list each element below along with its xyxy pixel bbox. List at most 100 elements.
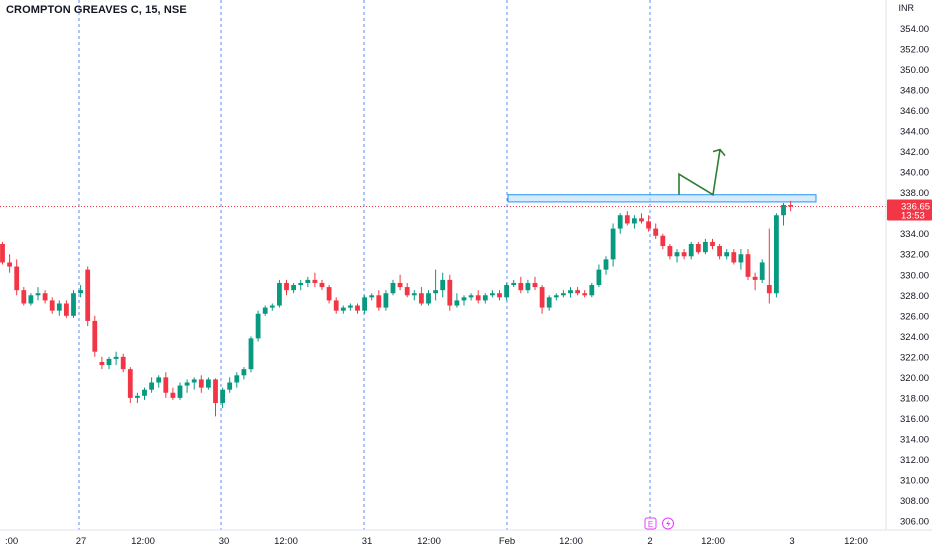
- price-tick-label: 332.00: [900, 250, 929, 261]
- candle-body: [660, 235, 666, 247]
- time-tick-label: :00: [5, 536, 18, 547]
- event-markers[interactable]: E: [644, 517, 674, 530]
- candle-body: [624, 215, 630, 224]
- candle-body: [518, 282, 524, 291]
- candle-body: [468, 295, 474, 298]
- candle-body: [454, 300, 460, 306]
- candle-body: [99, 361, 105, 366]
- candle-body: [376, 295, 382, 308]
- candle-body: [738, 254, 744, 263]
- lightning-icon-glyph: [666, 520, 671, 528]
- candle-body: [582, 293, 588, 296]
- price-tick-label: 324.00: [900, 332, 929, 343]
- chart-title: CROMPTON GREAVES C, 15, NSE: [6, 4, 187, 16]
- candle-body: [142, 389, 147, 396]
- candle-body: [35, 293, 41, 296]
- candle-body: [64, 303, 69, 316]
- time-tick-label: 31: [362, 536, 373, 547]
- price-tick-label: 338.00: [900, 188, 929, 199]
- candle-body: [92, 320, 98, 352]
- support-zone-rect: [507, 194, 817, 203]
- candle-body: [461, 297, 467, 301]
- candle-body: [497, 293, 502, 298]
- price-tick-label: 310.00: [900, 475, 929, 486]
- support-zone[interactable]: [507, 194, 817, 203]
- candle-body: [291, 285, 296, 291]
- projection-arrow-path: [678, 149, 721, 197]
- price-tag-box: [887, 199, 932, 221]
- candle-body: [703, 241, 708, 253]
- candle-body: [383, 293, 389, 308]
- candle-body: [411, 293, 417, 296]
- candle-body: [28, 295, 34, 304]
- candle-body: [511, 282, 517, 286]
- candle-body: [681, 252, 687, 257]
- title-separator: ,: [138, 4, 146, 16]
- candle-body: [482, 295, 488, 301]
- candles[interactable]: [0, 200, 793, 417]
- candle-body: [277, 282, 282, 306]
- time-tick-label: 27: [76, 536, 87, 547]
- candle-body: [14, 266, 20, 291]
- price-tick-label: 320.00: [900, 373, 929, 384]
- candle-body: [390, 282, 396, 294]
- candle-body: [298, 282, 304, 286]
- candle-body: [326, 287, 332, 301]
- candle-body: [135, 395, 140, 398]
- candle-body: [269, 305, 275, 308]
- time-tick-label: 12:00: [131, 536, 155, 547]
- candle-body: [440, 279, 446, 291]
- earnings-marker: [644, 517, 657, 530]
- candle-body: [774, 215, 779, 294]
- time-tick-label: 12:00: [701, 536, 725, 547]
- price-tick-label: 344.00: [900, 127, 929, 138]
- candle-body: [674, 252, 680, 257]
- interval-label[interactable]: 15: [145, 4, 158, 16]
- candle-body: [213, 379, 218, 404]
- candle-body: [575, 290, 580, 294]
- price-tick-label: 348.00: [900, 86, 929, 97]
- candle-body: [419, 293, 424, 304]
- candle-body: [262, 307, 268, 314]
- projection-arrow[interactable]: [678, 148, 726, 197]
- price-tick-label: 350.00: [900, 65, 929, 76]
- candle-body: [603, 259, 609, 270]
- candle-body: [426, 293, 431, 304]
- time-axis[interactable]: :00 27 12:00 30 12:00 31 12:00 Feb 12:00 2 12:00 3 1…: [0, 529, 932, 547]
- candle-body: [596, 269, 602, 286]
- candle-body: [333, 300, 339, 311]
- candle-body: [646, 221, 651, 229]
- candle-body: [568, 290, 573, 294]
- candle-body: [766, 285, 772, 294]
- time-tick-label: 2: [647, 536, 652, 547]
- candle-body: [532, 282, 538, 288]
- candle-body: [688, 243, 694, 257]
- candle-body: [184, 382, 190, 386]
- candle-body: [42, 293, 48, 301]
- candle-body: [710, 241, 715, 247]
- time-tick-label: 12:00: [844, 536, 868, 547]
- candle-body: [504, 285, 509, 298]
- price-tick-label: 316.00: [900, 414, 929, 425]
- symbol-name[interactable]: CROMPTON GREAVES C: [6, 4, 139, 16]
- candle-body: [49, 300, 55, 311]
- candle-body: [284, 282, 289, 291]
- candle-body: [312, 279, 318, 283]
- candle-body: [71, 293, 76, 316]
- candle-body: [745, 254, 751, 277]
- candle-body: [227, 382, 233, 390]
- candle-body: [206, 379, 211, 388]
- price-tick-label: 318.00: [900, 393, 929, 404]
- candle-body: [149, 382, 154, 390]
- candle-body: [731, 252, 737, 263]
- candle-body: [639, 218, 644, 222]
- price-tick-label: 342.00: [900, 147, 929, 158]
- price-tick-label: 330.00: [900, 270, 929, 281]
- candle-body: [490, 293, 495, 296]
- time-tick-label: 3: [789, 536, 794, 547]
- candle-body: [759, 262, 765, 280]
- session-separators: [78, 0, 651, 530]
